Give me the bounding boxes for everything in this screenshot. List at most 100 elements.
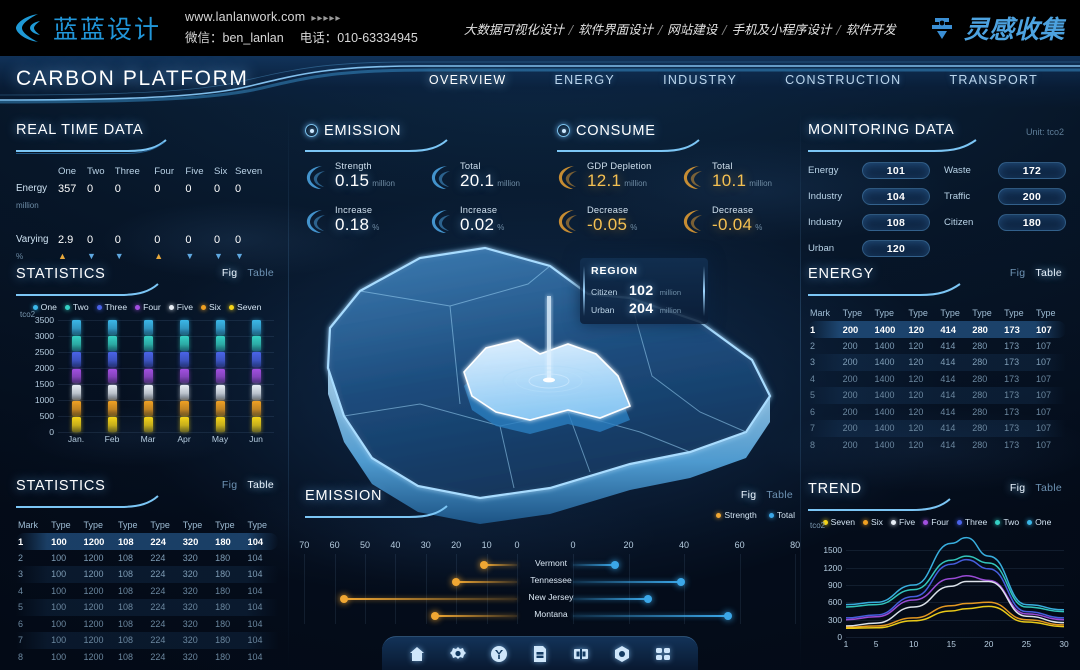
table-cell: 120 (908, 323, 925, 335)
grid-apps-icon[interactable] (653, 644, 673, 664)
table-cell: 1200 (83, 651, 104, 662)
table-cell: 3 (18, 569, 24, 580)
emission-chart-table-toggle[interactable]: Table (766, 489, 793, 501)
table-cell: 180 (215, 651, 231, 662)
hexagon-icon[interactable] (612, 644, 632, 664)
bar-segment (107, 401, 117, 416)
table-cell: 280 (972, 390, 988, 401)
right-brand-name-cn: 灵感收集 (963, 15, 1064, 44)
energy-fig-toggle[interactable]: Fig (1009, 267, 1026, 279)
bar-column[interactable] (143, 319, 153, 432)
monitoring-label: Industry (808, 217, 843, 228)
table-cell: 100 (51, 552, 67, 563)
region-tooltip-row: Citizen 102 million (591, 282, 698, 298)
bar-column[interactable] (251, 319, 261, 432)
monitoring-value: 172 (998, 162, 1066, 179)
watermark-right-brand: 灵感收集 (928, 10, 1064, 46)
table-row[interactable]: 5 100 1200 108 224 320 180 104 (16, 599, 278, 616)
butterfly-row[interactable]: Tennessee (305, 573, 797, 590)
bar-column[interactable] (107, 319, 117, 432)
table-cell: 1400 (874, 406, 895, 417)
trend-fig-toggle[interactable]: Fig (1009, 482, 1026, 494)
table-row[interactable]: 4 200 1400 120 414 280 173 107 (808, 371, 1066, 388)
table-cell: 120 (908, 406, 924, 417)
table-row[interactable]: 8 100 1200 108 224 320 180 104 (16, 649, 278, 666)
statistics-table-table-toggle[interactable]: Table (247, 479, 274, 491)
main-nav[interactable]: OVERVIEW ENERGY INDUSTRY CONSTRUCTION TRANSP… (405, 73, 1062, 87)
statistics-chart-fig-toggle[interactable]: Fig (221, 267, 238, 279)
statistics-chart-view-toggle[interactable]: Fig Table (222, 267, 274, 279)
panel-energy-table: ENERGY Fig Table Mark Type Type Type Type Typ… (808, 266, 1066, 453)
table-row[interactable]: 7 100 1200 108 224 320 180 104 (16, 632, 278, 649)
butterfly-row[interactable]: Montana (305, 607, 797, 624)
bottom-dock[interactable] (382, 636, 698, 670)
statistics-table-view-toggle[interactable]: Fig Table (222, 479, 274, 491)
app-header: CARBON PLATFORM OVERVIEW ENERGY INDUSTRY CO… (0, 56, 1080, 108)
home-icon[interactable] (407, 644, 427, 664)
chart-bars-icon[interactable] (571, 644, 591, 664)
axis-tick-label: 20 (451, 540, 462, 550)
nav-item-industry[interactable]: INDUSTRY (663, 73, 738, 87)
monitoring-value: 104 (862, 188, 930, 205)
butterfly-row[interactable]: New Jersey (305, 590, 797, 607)
statistics-data-table: Mark Type Type Type Type Type Type Type 1 100 120… (16, 516, 278, 665)
y-tick-label: 3000 (34, 331, 54, 341)
table-cell: 104 (247, 651, 263, 662)
legend-item: Seven (822, 517, 855, 527)
x-tick-label: Jun (249, 434, 263, 444)
table-row[interactable]: 1 200 1400 120 414 280 173 107 (808, 321, 1066, 338)
butterfly-row[interactable]: Vermont (305, 556, 797, 573)
legend-swatch (1027, 519, 1033, 525)
statistics-table-fig-toggle[interactable]: Fig (221, 479, 238, 491)
nav-item-energy[interactable]: ENERGY (554, 73, 616, 87)
table-cell: 104 (247, 569, 263, 580)
bar-segment (143, 401, 153, 416)
kpi-card: Total 20.1 million (430, 161, 545, 191)
energy-table-toggle[interactable]: Table (1035, 267, 1062, 279)
table-row[interactable]: 1 100 1200 108 224 320 180 104 (16, 533, 278, 550)
trend-table-toggle[interactable]: Table (1035, 482, 1062, 494)
table-row[interactable]: 2 200 1400 120 414 280 173 107 (808, 338, 1066, 355)
table-cell: 107 (1036, 390, 1052, 401)
arrow-down-icon: ▼ (214, 251, 223, 261)
gridline (486, 554, 488, 624)
table-row[interactable]: 3 200 1400 120 414 280 173 107 (808, 354, 1066, 371)
table-row[interactable]: 2 100 1200 108 224 320 180 104 (16, 550, 278, 567)
table-row[interactable]: 8 200 1400 120 414 280 173 107 (808, 437, 1066, 454)
settings-gear-icon[interactable] (448, 644, 468, 664)
real-time-trend-arrow: ▼ (214, 248, 235, 265)
nav-item-overview[interactable]: OVERVIEW (428, 73, 507, 87)
title-underline-decoration (305, 505, 448, 518)
region-tooltip-row: Urban 204 million (591, 300, 698, 316)
emission-chart-view-toggle[interactable]: Fig Table (741, 489, 793, 501)
nav-item-transport[interactable]: TRANSPORT (949, 73, 1038, 87)
table-row[interactable]: 5 200 1400 120 414 280 173 107 (808, 387, 1066, 404)
bar-column[interactable] (71, 319, 81, 432)
bar-segment (179, 336, 189, 351)
table-row[interactable]: 6 200 1400 120 414 280 173 107 (808, 404, 1066, 421)
swirl-icon (558, 210, 577, 233)
trend-view-toggle[interactable]: Fig Table (1010, 482, 1062, 494)
legend-swatch (168, 304, 174, 310)
bar-column[interactable] (215, 319, 225, 432)
column-header: Type (247, 519, 268, 530)
table-row[interactable]: 6 100 1200 108 224 320 180 104 (16, 616, 278, 633)
real-time-trend-arrow: ▼ (115, 248, 155, 265)
bar-column[interactable] (179, 319, 189, 432)
target-icon[interactable] (489, 644, 509, 664)
energy-view-toggle[interactable]: Fig Table (1010, 267, 1062, 279)
table-cell: 100 (51, 585, 67, 596)
bar-segment (143, 352, 153, 368)
table-cell: 1400 (874, 390, 895, 401)
column-header: Type (117, 519, 138, 530)
kpi-unit: million (749, 179, 772, 188)
emission-chart-fig-toggle[interactable]: Fig (740, 489, 757, 501)
table-row[interactable]: 7 200 1400 120 414 280 173 107 (808, 420, 1066, 437)
table-row[interactable]: 4 100 1200 108 224 320 180 104 (16, 583, 278, 600)
region-map[interactable]: REGION Citizen 102 million Urban 204 mil… (300, 236, 800, 536)
table-cell: 414 (940, 439, 956, 450)
nav-item-construction[interactable]: CONSTRUCTION (785, 73, 902, 87)
document-icon[interactable] (530, 644, 550, 664)
table-row[interactable]: 3 100 1200 108 224 320 180 104 (16, 566, 278, 583)
statistics-chart-table-toggle[interactable]: Table (247, 267, 274, 279)
